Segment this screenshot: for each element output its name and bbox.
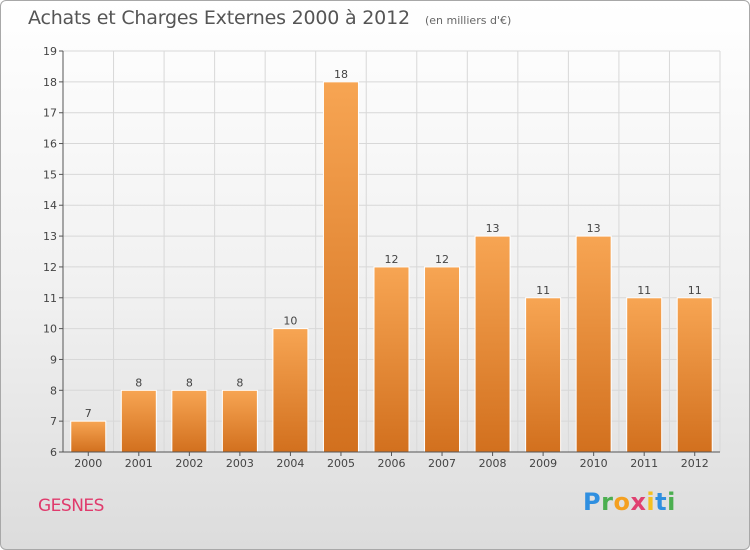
x-tick-label: 2004 [276,457,304,470]
brand-letter: i [646,488,656,516]
data-label: 13 [587,222,601,235]
axes [59,50,720,456]
bar [373,266,410,453]
x-tick-label: 2000 [74,457,102,470]
bar [474,235,511,453]
brand-letter: r [601,488,614,516]
x-tick-label: 2006 [378,457,406,470]
y-tick-label: 10 [43,323,57,336]
x-tick-label: 2002 [175,457,203,470]
y-tick-label: 9 [50,353,57,366]
bar [221,389,258,453]
brand-letter: t [655,488,668,516]
brand-letter: x [630,488,647,516]
data-label: 8 [236,376,243,389]
x-tick-label: 2010 [580,457,608,470]
chart-subtitle: (en milliers d'€) [424,14,512,27]
bar [676,297,713,453]
bar [626,297,663,453]
chart-title: Achats et Charges Externes 2000 à 2012 [28,7,410,29]
y-tick-label: 14 [43,199,57,212]
x-tick-label: 2008 [479,457,507,470]
labels: 6 7 8 9 10 11 12 13 14 15 16 17 18 19 7 2000 8 2001 8 2002 8… [43,45,709,470]
proxiti-logo: Proxiti [583,488,676,516]
data-label: 8 [135,376,142,389]
bar [70,420,107,453]
bar [525,297,562,453]
y-tick-label: 11 [43,292,57,305]
bar [120,389,157,453]
bar [575,235,612,453]
title-row: Achats et Charges Externes 2000 à 2012 (… [28,7,511,29]
data-label: 11 [688,284,702,297]
data-label: 12 [435,253,449,266]
y-tick-label: 13 [43,230,57,243]
bar [272,328,309,453]
data-label: 18 [334,68,348,81]
brand-letter: P [583,488,602,516]
y-tick-label: 6 [50,446,57,459]
y-tick-label: 16 [43,138,57,151]
y-tick-label: 7 [50,415,57,428]
x-tick-label: 2009 [529,457,557,470]
x-tick-label: 2007 [428,457,456,470]
x-tick-label: 2011 [630,457,658,470]
data-label: 11 [637,284,651,297]
brand-letter: o [613,488,631,516]
commune-name: GESNES [38,496,104,516]
data-label: 10 [283,315,297,328]
y-tick-label: 15 [43,168,57,181]
bar [322,81,359,453]
y-tick-label: 12 [43,261,57,274]
data-label: 12 [385,253,399,266]
brand-letter: i [667,488,676,516]
x-tick-label: 2012 [681,457,709,470]
data-label: 7 [85,407,92,420]
data-label: 13 [486,222,500,235]
y-tick-label: 8 [50,384,57,397]
y-tick-label: 19 [43,45,57,58]
data-label: 11 [536,284,550,297]
x-tick-label: 2005 [327,457,355,470]
bar [424,266,461,453]
bar [171,389,208,453]
x-tick-label: 2001 [125,457,153,470]
x-tick-label: 2003 [226,457,254,470]
y-tick-label: 18 [43,76,57,89]
data-label: 8 [186,376,193,389]
y-tick-label: 17 [43,107,57,120]
